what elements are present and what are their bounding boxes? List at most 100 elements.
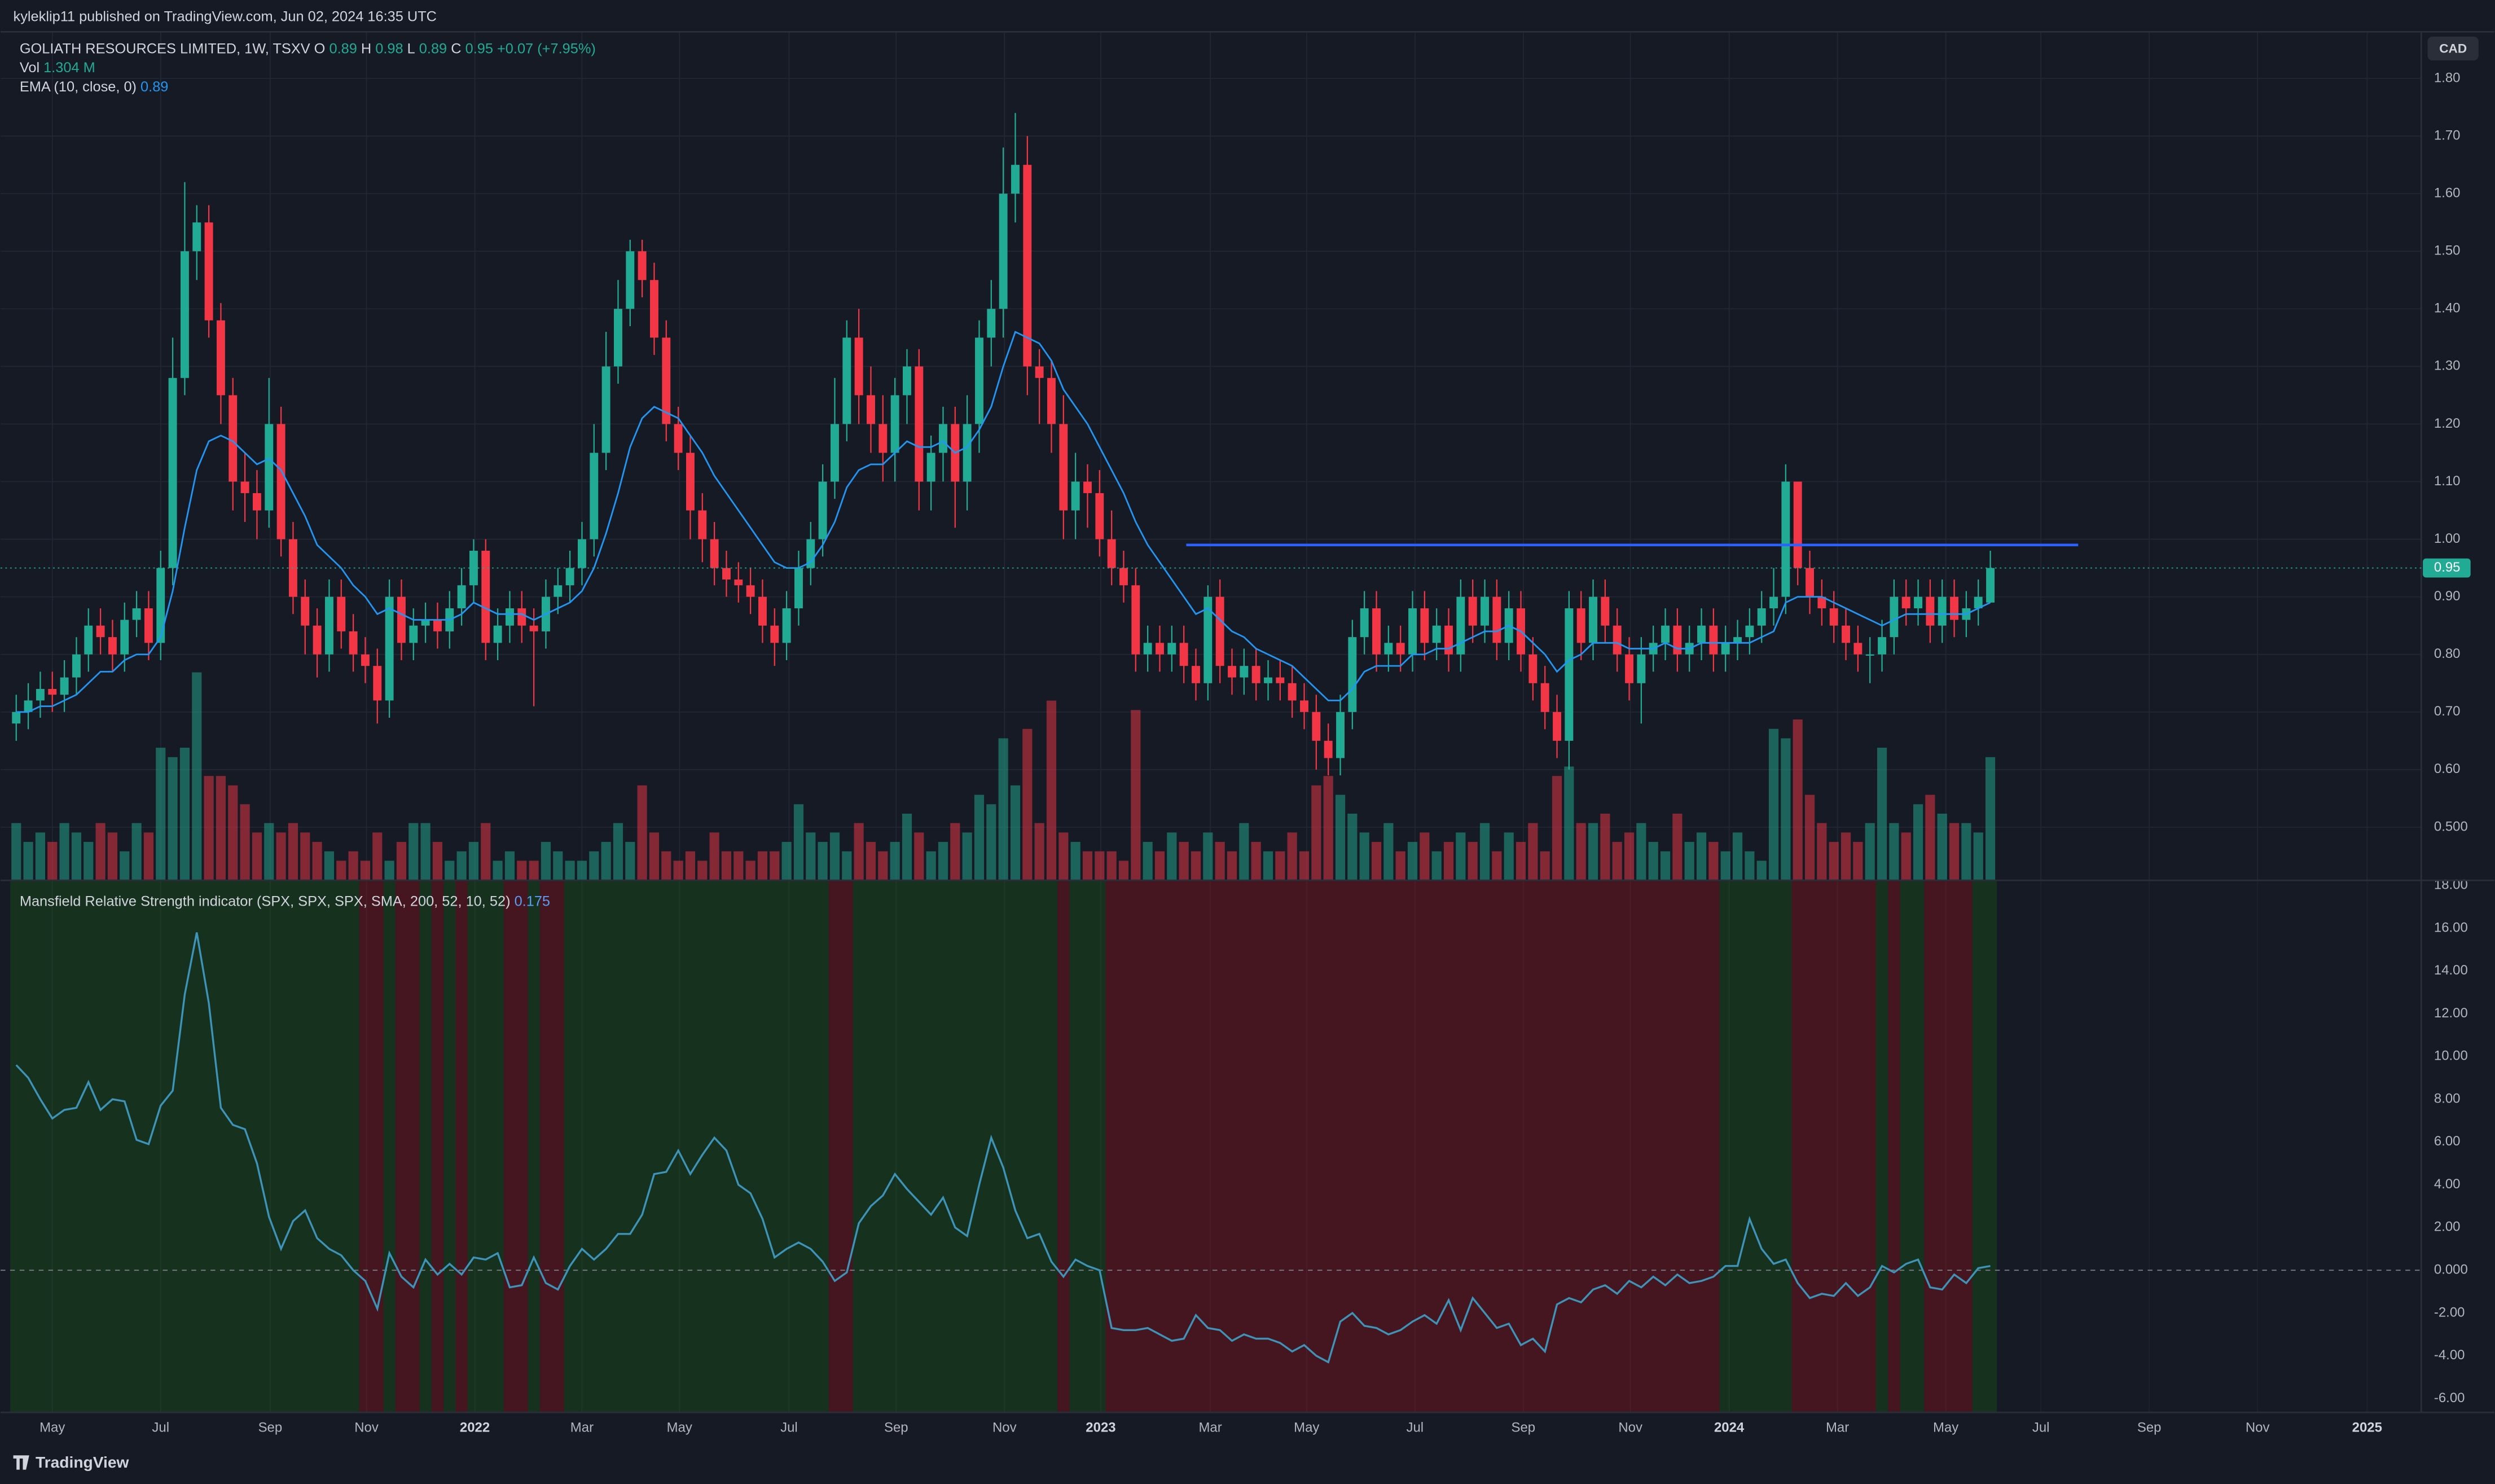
x-tick-label: 2025 xyxy=(2352,1420,2382,1435)
y-tick-label: 8.00 xyxy=(2434,1091,2461,1106)
mrs-background xyxy=(1671,881,1684,1413)
change: +0.07 (+7.95%) xyxy=(497,41,596,56)
volume-bar xyxy=(1913,804,1923,880)
volume-bar xyxy=(372,832,383,880)
mrs-background xyxy=(383,881,396,1413)
currency[interactable]: CAD xyxy=(2439,41,2467,55)
candle-body xyxy=(1806,568,1815,597)
mrs-background xyxy=(564,881,577,1413)
volume-bar xyxy=(1865,823,1875,880)
mrs-background xyxy=(937,881,950,1413)
mrs-background xyxy=(672,881,685,1413)
volume-bar xyxy=(1720,851,1730,880)
y-tick-label: 1.80 xyxy=(2434,70,2461,85)
mrs-background xyxy=(1611,881,1624,1413)
mrs-background xyxy=(1166,881,1179,1413)
candle-body xyxy=(301,596,310,626)
volume-bar xyxy=(637,785,647,880)
mrs-background xyxy=(299,881,312,1413)
ohlc-key: H xyxy=(361,41,371,56)
mrs-background xyxy=(636,881,649,1413)
candle-body xyxy=(1107,539,1116,568)
mrs-background xyxy=(431,881,444,1413)
mrs-background xyxy=(1178,881,1191,1413)
candle-body xyxy=(867,395,875,424)
volume-bar xyxy=(84,842,94,880)
legend: Mansfield Relative Strength indicator (S… xyxy=(20,893,550,909)
volume-bar xyxy=(1203,832,1213,880)
ohlc-key: O xyxy=(314,41,326,56)
y-tick-label: 0.90 xyxy=(2434,589,2461,604)
volume-bar xyxy=(1564,766,1574,880)
candle-body xyxy=(734,579,743,586)
volume-bar xyxy=(240,804,250,880)
mrs-background xyxy=(648,881,661,1413)
volume-bar xyxy=(1311,785,1321,880)
mrs-background xyxy=(1202,881,1215,1413)
mrs-background xyxy=(1286,881,1299,1413)
volume-bar xyxy=(1275,851,1285,880)
candle-body xyxy=(276,424,285,539)
mrs-background xyxy=(166,881,179,1413)
volume-bar xyxy=(1022,728,1033,880)
y-tick-label: 2.00 xyxy=(2434,1219,2461,1235)
volume-bar xyxy=(1347,813,1358,880)
candle-body xyxy=(854,337,863,396)
volume-bar xyxy=(1431,851,1442,880)
candle-body xyxy=(1384,643,1393,655)
volume-bar xyxy=(866,842,876,880)
mrs-background xyxy=(263,881,276,1413)
mrs-background xyxy=(516,881,529,1413)
last-price-tag xyxy=(2423,558,2471,578)
y-tick-label: 0.60 xyxy=(2434,761,2461,776)
x-tick-label: 2023 xyxy=(1086,1420,1115,1435)
volume-bar xyxy=(770,851,780,880)
volume-bar xyxy=(1901,832,1911,880)
mrs-background xyxy=(552,881,565,1413)
candle-body xyxy=(1336,712,1345,758)
mrs-background xyxy=(1623,881,1636,1413)
y-tick-label: 18.00 xyxy=(2434,877,2468,893)
mrs-background xyxy=(467,881,480,1413)
volume-bar xyxy=(1708,842,1719,880)
mrs-background xyxy=(1527,881,1540,1413)
y-tick-label: 1.40 xyxy=(2434,301,2461,316)
y-tick-label: 6.00 xyxy=(2434,1134,2461,1149)
volume-bar xyxy=(757,851,768,880)
volume-bar xyxy=(1492,851,1502,880)
candle-body xyxy=(1240,666,1249,678)
candle-body xyxy=(1312,712,1321,741)
x-tick-label: Mar xyxy=(1826,1420,1849,1435)
mrs-background xyxy=(1767,881,1781,1413)
candle-body xyxy=(926,453,935,482)
candle-body xyxy=(1865,654,1874,656)
volume-value: 1.304 M xyxy=(43,60,95,76)
mrs-background xyxy=(1719,881,1732,1413)
candle-body xyxy=(313,625,322,655)
volume-bar xyxy=(962,832,972,880)
candle-body xyxy=(554,585,563,597)
ohlc-value: 0.89 xyxy=(419,41,447,56)
candle-body xyxy=(1324,740,1333,758)
volume-bar xyxy=(1612,842,1622,880)
mrs-background xyxy=(696,881,709,1413)
y-tick-label: 1.10 xyxy=(2434,473,2461,489)
volume-bar xyxy=(577,860,587,880)
volume-bar xyxy=(179,748,190,880)
volume-bar xyxy=(1179,842,1189,880)
candle-body xyxy=(1372,608,1381,655)
y-tick-label: 1.70 xyxy=(2434,128,2461,143)
y-tick-label: 10.00 xyxy=(2434,1048,2468,1064)
mrs-background xyxy=(913,881,926,1413)
candle-body xyxy=(565,568,574,586)
mrs-background xyxy=(539,881,552,1413)
mrs-background xyxy=(1755,881,1768,1413)
volume-bar xyxy=(95,823,106,880)
candle-body xyxy=(337,596,346,631)
volume-bar xyxy=(745,860,755,880)
mrs-background xyxy=(576,881,588,1413)
candle-body xyxy=(1456,596,1465,655)
mrs-background xyxy=(155,881,168,1413)
volume-bar xyxy=(1804,794,1815,880)
